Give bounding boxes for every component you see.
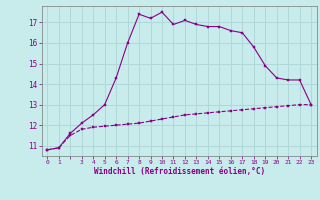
X-axis label: Windchill (Refroidissement éolien,°C): Windchill (Refroidissement éolien,°C) <box>94 167 265 176</box>
